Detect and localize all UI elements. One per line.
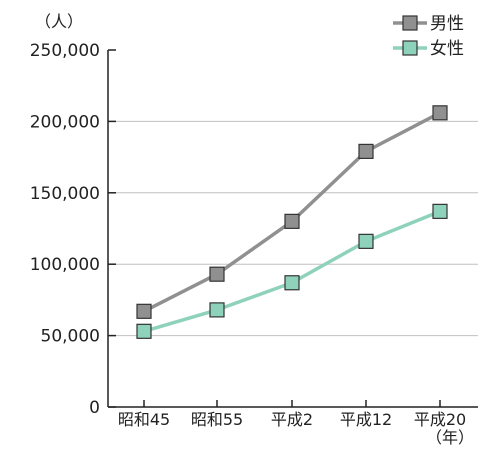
series-layer [136,105,448,339]
grid-layer [108,120,478,337]
data-point [284,213,300,229]
legend-label: 男性 [430,14,464,34]
y-tick-label: 250,000 [30,41,100,61]
data-point [358,143,374,159]
data-point [358,233,374,249]
x-tick-label: 昭和45 [118,410,170,429]
x-tick-label: 昭和55 [191,410,243,429]
data-point [136,303,152,319]
legend-swatch-marker [402,15,418,31]
x-tick-label: 平成2 [271,410,313,429]
legend-label: 女性 [430,39,464,59]
x-tick-label: 平成12 [340,410,392,429]
y-tick-label: 150,000 [30,184,100,204]
y-tick-label: 100,000 [30,255,100,275]
y-tick-label: 200,000 [30,112,100,132]
y-tick-label: 50,000 [41,327,100,347]
data-point [209,266,225,282]
data-point [432,105,448,121]
data-point [209,302,225,318]
y-unit-label: （人） [35,12,83,31]
data-point [136,323,152,339]
x-tick-label: 平成20 [414,410,466,429]
legend-swatch-marker [402,40,418,56]
x-unit-label: （年） [426,428,474,447]
series-line-2 [143,209,441,333]
data-point [284,275,300,291]
data-point [432,203,448,219]
y-tick-label: 0 [89,398,100,418]
axis-layer: 0 50,000 100,000 150,000 200,000 250,000 昭和45 昭… [30,41,478,429]
